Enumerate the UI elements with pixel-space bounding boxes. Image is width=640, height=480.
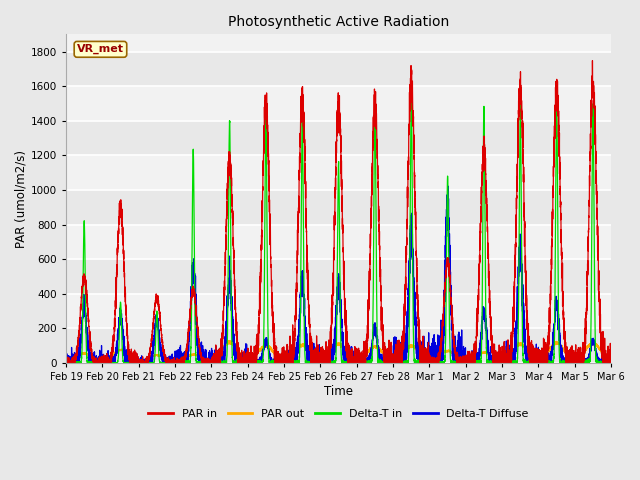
Delta-T Diffuse: [62, 360, 70, 366]
Delta-T Diffuse: [607, 358, 615, 364]
Delta-T in: [607, 360, 615, 366]
Bar: [66, 190, 611, 225]
PAR out: [266, 345, 274, 351]
Line: PAR out: PAR out: [66, 340, 611, 363]
PAR out: [225, 337, 233, 343]
Text: VR_met: VR_met: [77, 44, 124, 54]
PAR in: [589, 58, 596, 63]
PAR in: [607, 356, 615, 362]
Bar: [66, 121, 611, 156]
PAR out: [492, 356, 499, 362]
Delta-T in: [605, 358, 613, 364]
PAR out: [179, 356, 186, 362]
Delta-T in: [371, 89, 379, 95]
Delta-T Diffuse: [179, 353, 186, 359]
Line: PAR in: PAR in: [66, 60, 611, 363]
Legend: PAR in, PAR out, Delta-T in, Delta-T Diffuse: PAR in, PAR out, Delta-T in, Delta-T Dif…: [144, 404, 533, 423]
Bar: [66, 86, 611, 121]
PAR out: [172, 360, 179, 366]
Line: Delta-T in: Delta-T in: [66, 92, 611, 363]
Delta-T in: [62, 359, 70, 364]
PAR in: [605, 360, 613, 366]
Delta-T in: [173, 360, 181, 366]
Delta-T in: [492, 360, 499, 365]
Delta-T Diffuse: [605, 360, 613, 366]
PAR in: [173, 360, 181, 366]
Bar: [66, 328, 611, 363]
Delta-T in: [179, 360, 186, 366]
Bar: [66, 294, 611, 328]
PAR in: [63, 360, 70, 366]
Delta-T in: [414, 360, 422, 366]
Delta-T Diffuse: [266, 352, 274, 358]
Delta-T Diffuse: [173, 360, 180, 365]
PAR out: [173, 359, 181, 365]
PAR out: [607, 359, 615, 365]
Y-axis label: PAR (umol/m2/s): PAR (umol/m2/s): [15, 150, 28, 248]
Title: Photosynthetic Active Radiation: Photosynthetic Active Radiation: [228, 15, 449, 29]
PAR in: [266, 229, 274, 235]
Delta-T Diffuse: [492, 358, 499, 364]
Delta-T Diffuse: [444, 183, 452, 189]
Delta-T in: [266, 360, 274, 365]
PAR out: [605, 358, 613, 363]
PAR out: [62, 360, 70, 365]
Bar: [66, 156, 611, 190]
PAR in: [414, 315, 422, 321]
PAR in: [62, 356, 70, 361]
X-axis label: Time: Time: [324, 385, 353, 398]
Bar: [66, 52, 611, 86]
Delta-T Diffuse: [414, 339, 422, 345]
Delta-T in: [62, 360, 70, 366]
PAR in: [492, 360, 499, 366]
Bar: [66, 225, 611, 259]
PAR out: [414, 348, 422, 354]
PAR in: [179, 358, 186, 364]
Bar: [66, 259, 611, 294]
Line: Delta-T Diffuse: Delta-T Diffuse: [66, 186, 611, 363]
